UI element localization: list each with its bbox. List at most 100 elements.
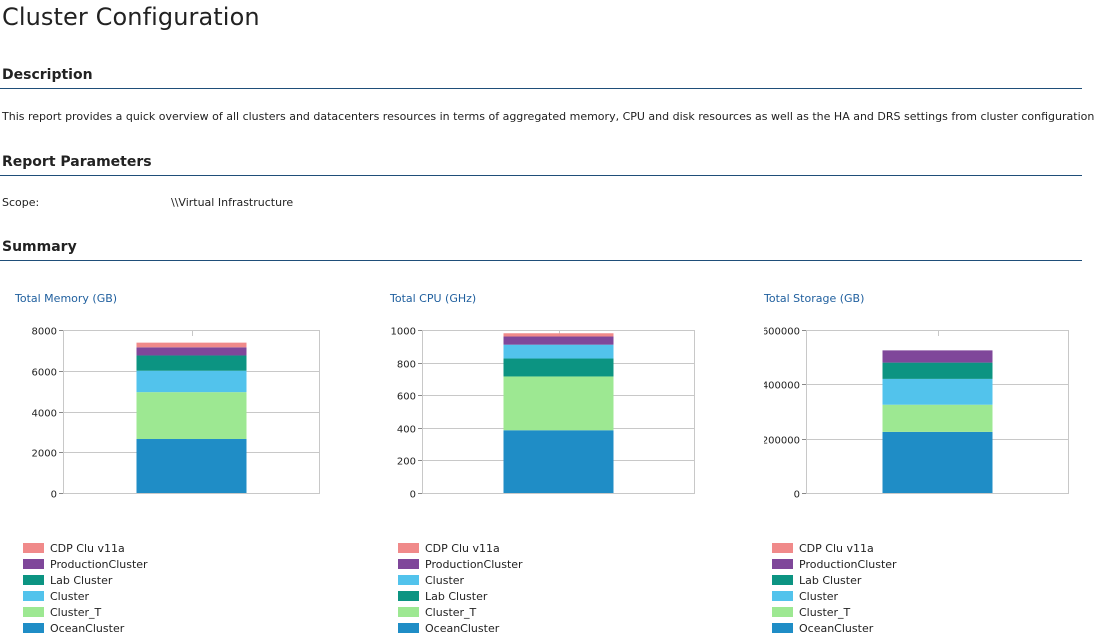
y-tick-label: 200 (397, 457, 416, 468)
legend-label: Lab Cluster (799, 573, 862, 587)
plot-frame (806, 330, 1069, 494)
legend-label: OceanCluster (50, 621, 125, 635)
legend-label: ProductionCluster (50, 557, 148, 571)
plot-frame (422, 330, 695, 494)
legend-swatch (772, 575, 793, 585)
plot-frame (63, 330, 320, 494)
bar-segment-productioncluster[interactable] (882, 350, 993, 363)
bar-segment-productioncluster[interactable] (136, 347, 247, 356)
legend-item: Lab Cluster (772, 572, 897, 588)
legend-label: ProductionCluster (425, 557, 523, 571)
bar-segment-cluster-t[interactable] (503, 376, 614, 431)
legend-item: OceanCluster (772, 620, 897, 636)
legend-swatch (398, 623, 419, 633)
legend-item: CDP Clu v11a (23, 540, 148, 556)
legend-item: Cluster_T (772, 604, 897, 620)
legend-swatch (398, 607, 419, 617)
bar-segment-oceancluster[interactable] (503, 430, 614, 493)
legend-swatch (772, 591, 793, 601)
y-tick-label: 400000 (764, 381, 800, 392)
legend-item: OceanCluster (23, 620, 148, 636)
legend-label: Lab Cluster (425, 589, 488, 603)
y-tick-label: 600 (397, 392, 416, 403)
bar-segment-cluster[interactable] (882, 378, 993, 405)
chart-title: Total Storage (GB) (764, 292, 865, 305)
legend-item: Cluster (772, 588, 897, 604)
legend-item: Lab Cluster (398, 588, 523, 604)
bar-segment-oceancluster[interactable] (136, 439, 247, 493)
y-tick-label: 0 (794, 490, 800, 501)
bar-segment-cdp-clu-v11a[interactable] (136, 342, 247, 348)
scope-value: \\Virtual Infrastructure (171, 196, 294, 209)
chart-legend: CDP Clu v11a ProductionCluster Lab Cluster… (23, 540, 148, 636)
chart-legend: CDP Clu v11a ProductionCluster Lab Cluster… (772, 540, 897, 636)
legend-swatch (772, 559, 793, 569)
legend-label: Cluster_T (50, 605, 102, 619)
y-tick-label: 4000 (32, 409, 57, 420)
bar-segment-oceancluster[interactable] (882, 431, 993, 493)
bar-segment-cluster[interactable] (136, 370, 247, 393)
y-tick-label: 200000 (764, 436, 800, 447)
y-tick-label: 0 (410, 490, 416, 501)
memory-chart-plot: 0 2000 4000 6000 8000 (32, 327, 320, 500)
legend-label: CDP Clu v11a (425, 541, 500, 555)
cpu-chart-plot: 0 200 400 600 800 1000 (391, 327, 695, 501)
legend-swatch (23, 543, 44, 553)
y-tick-label: 400 (397, 425, 416, 436)
legend-label: Cluster_T (425, 605, 477, 619)
legend-label: Lab Cluster (50, 573, 113, 587)
legend-swatch (772, 607, 793, 617)
section-divider (0, 88, 1082, 89)
legend-item: Cluster_T (398, 604, 523, 620)
y-tick-label: 8000 (32, 327, 57, 338)
y-tick-label: 800 (397, 360, 416, 371)
legend-label: Cluster (425, 573, 465, 587)
legend-item: Cluster (23, 588, 148, 604)
legend-label: OceanCluster (799, 621, 874, 635)
page-title: Cluster Configuration (2, 3, 260, 31)
bar-segment-cluster-t[interactable] (882, 404, 993, 432)
chart-title: Total Memory (GB) (15, 292, 118, 305)
legend-item: Cluster_T (23, 604, 148, 620)
legend-label: CDP Clu v11a (799, 541, 874, 555)
section-title-summary: Summary (2, 239, 77, 255)
bar-segment-lab-cluster[interactable] (882, 362, 993, 379)
chart-title: Total CPU (GHz) (390, 292, 477, 305)
storage-chart-plot: 0 200000 400000 600000 (764, 327, 1069, 501)
bar-segment-productioncluster[interactable] (503, 336, 614, 345)
legend-label: OceanCluster (425, 621, 500, 635)
section-divider (0, 260, 1082, 261)
y-tick-label: 600000 (764, 327, 800, 338)
legend-swatch (23, 559, 44, 569)
legend-item: CDP Clu v11a (398, 540, 523, 556)
legend-swatch (772, 623, 793, 633)
legend-swatch (398, 591, 419, 601)
legend-swatch (23, 591, 44, 601)
y-tick-label: 6000 (32, 368, 57, 379)
legend-swatch (398, 543, 419, 553)
section-title-parameters: Report Parameters (2, 154, 152, 170)
legend-swatch (398, 559, 419, 569)
bar-segment-cdp-clu-v11a[interactable] (503, 333, 614, 337)
y-tick-label: 1000 (391, 327, 416, 338)
legend-item: ProductionCluster (23, 556, 148, 572)
legend-swatch (23, 607, 44, 617)
storage-chart: Total Storage (GB) 0 200000 400000 600000 C… (764, 290, 1094, 640)
bar-segment-cluster[interactable] (503, 344, 614, 359)
legend-item: CDP Clu v11a (772, 540, 897, 556)
section-divider (0, 175, 1082, 176)
bar-segment-cluster-t[interactable] (136, 392, 247, 440)
description-text: This report provides a quick overview of… (2, 110, 1094, 123)
legend-item: Lab Cluster (23, 572, 148, 588)
cpu-chart: Total CPU (GHz) 0 200 400 600 800 1000 CDP Cl… (390, 290, 720, 640)
bar-segment-lab-cluster[interactable] (503, 358, 614, 377)
legend-swatch (398, 575, 419, 585)
bar-segment-lab-cluster[interactable] (136, 355, 247, 371)
y-tick-label: 2000 (32, 449, 57, 460)
legend-item: Cluster (398, 572, 523, 588)
legend-item: ProductionCluster (398, 556, 523, 572)
legend-label: ProductionCluster (799, 557, 897, 571)
scope-label: Scope: (2, 196, 40, 209)
legend-label: CDP Clu v11a (50, 541, 125, 555)
legend-item: OceanCluster (398, 620, 523, 636)
